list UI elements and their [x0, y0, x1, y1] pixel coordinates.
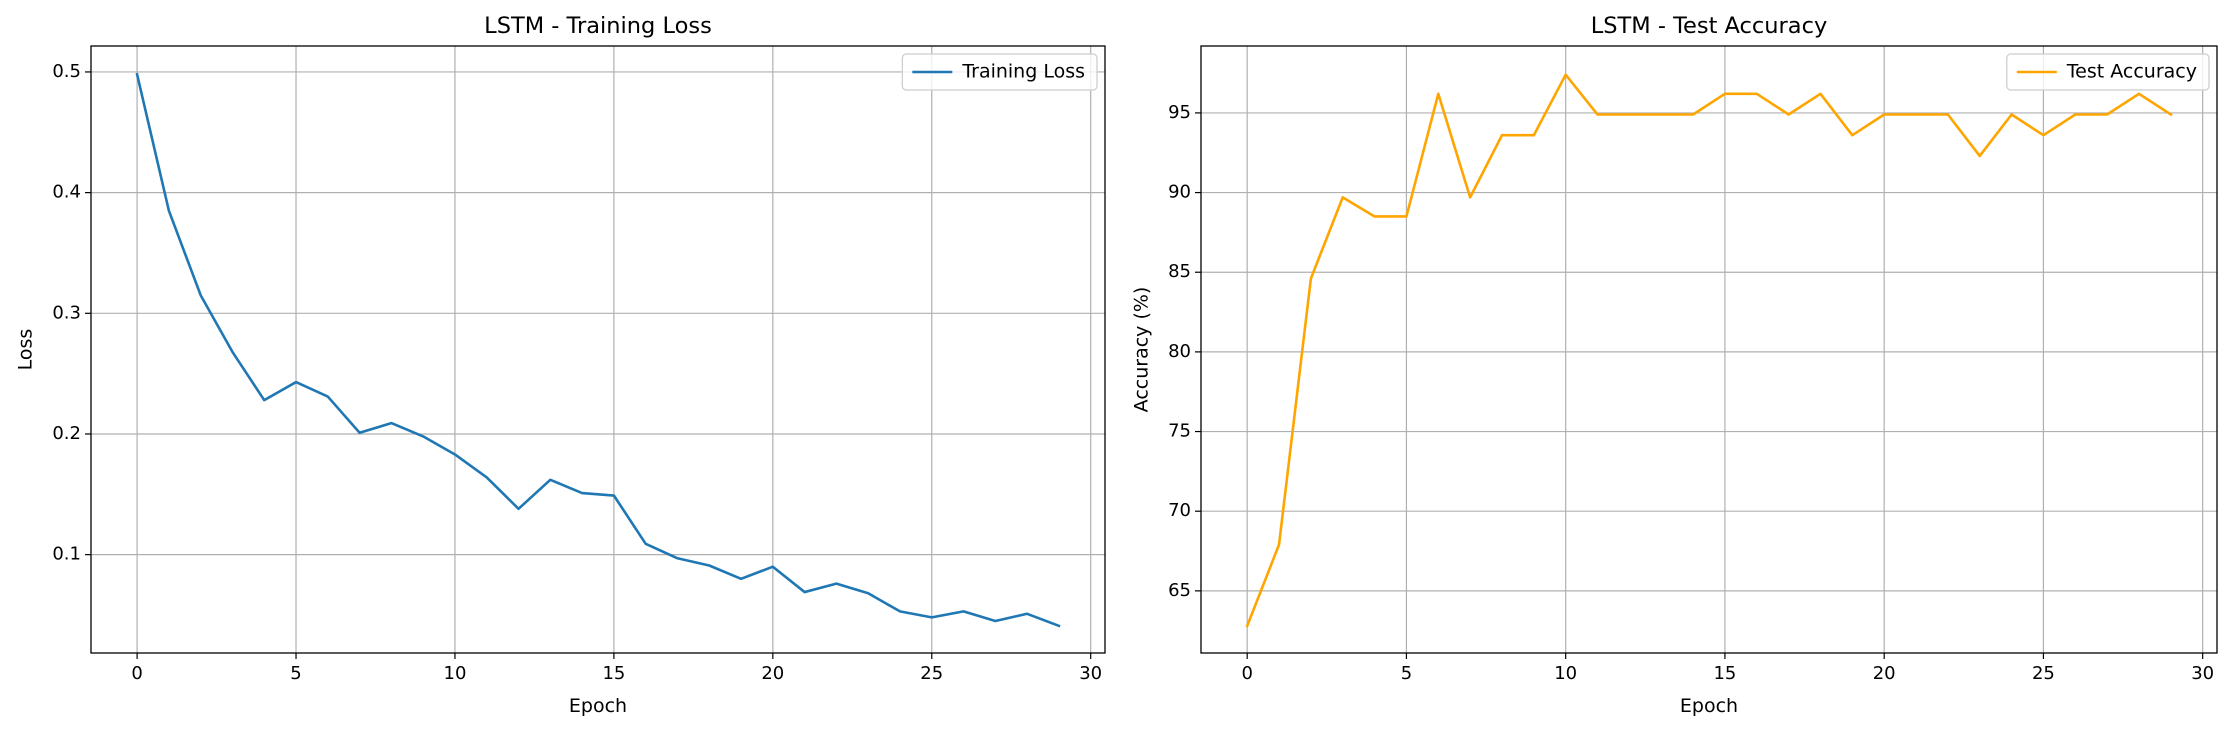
legend-label: Training Loss — [961, 61, 1085, 83]
series-line — [135, 72, 1061, 628]
x-tick-label: 15 — [1713, 663, 1736, 684]
test-accuracy-panel: LSTM - Test Accuracy Epoch Accuracy (%) … — [1131, 13, 2218, 717]
y-tick-label: 0.5 — [52, 61, 81, 82]
x-tick-label: 20 — [1873, 663, 1896, 684]
x-tick-label: 10 — [444, 663, 467, 684]
y-tick-label: 65 — [1168, 580, 1191, 601]
x-tick-label: 5 — [1401, 663, 1412, 684]
chart-title: LSTM - Test Accuracy — [1591, 13, 1828, 39]
x-tick-label: 15 — [602, 663, 625, 684]
chart-title: LSTM - Training Loss — [484, 13, 712, 39]
legend-label: Test Accuracy — [2066, 61, 2197, 83]
x-tick-label: 30 — [2191, 663, 2214, 684]
x-tick-label: 10 — [1554, 663, 1577, 684]
training-loss-panel: LSTM - Training Loss Epoch Loss 0 5 10 15 20… — [15, 13, 1106, 717]
y-tick-label: 90 — [1168, 182, 1191, 203]
series-line — [1245, 73, 2173, 628]
plot-frame — [90, 45, 1106, 654]
y-tick-label: 95 — [1168, 102, 1191, 123]
y-tick-label: 80 — [1168, 341, 1191, 362]
x-tick-label: 20 — [761, 663, 784, 684]
y-axis-label: Loss — [15, 329, 37, 371]
legend-box — [2006, 53, 2210, 91]
x-tick-label: 25 — [920, 663, 943, 684]
x-tick-label: 5 — [290, 663, 301, 684]
plot-frame — [1200, 45, 2218, 654]
y-tick-label: 85 — [1168, 261, 1191, 282]
x-tick-label: 0 — [131, 663, 142, 684]
y-tick-label: 70 — [1168, 500, 1191, 521]
y-axis-label: Accuracy (%) — [1131, 287, 1153, 413]
x-tick-label: 0 — [1241, 663, 1252, 684]
y-tick-label: 75 — [1168, 421, 1191, 442]
y-tick-label: 0.1 — [52, 544, 81, 565]
x-axis-label: Epoch — [569, 695, 627, 717]
y-tick-label: 0.2 — [52, 423, 81, 444]
x-axis-label: Epoch — [1680, 695, 1738, 717]
y-tick-label: 0.4 — [52, 182, 81, 203]
y-tick-label: 0.3 — [52, 302, 81, 323]
legend-box — [901, 53, 1098, 91]
x-tick-label: 30 — [1079, 663, 1102, 684]
x-tick-label: 25 — [2032, 663, 2055, 684]
